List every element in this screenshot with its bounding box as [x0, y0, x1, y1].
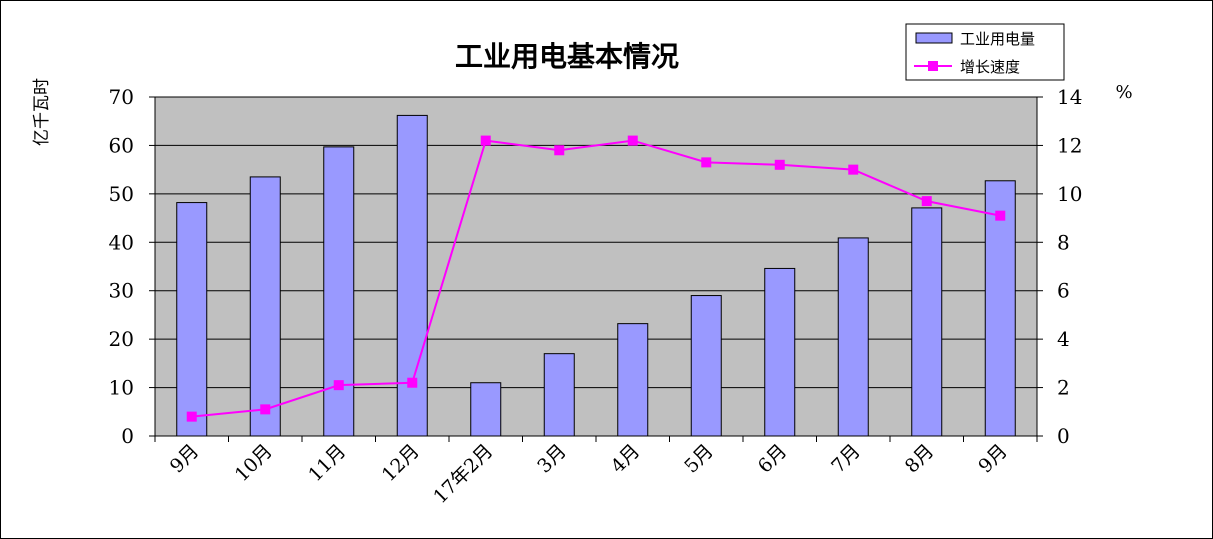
legend-bar-label: 工业用电量 [960, 31, 1035, 48]
x-tick-label: 6月 [754, 440, 792, 478]
x-tick-labels: 9月 10月 11月 12月 17年2月 3月 4月 5月 6月 7月 8月 9月 [166, 440, 1012, 508]
bar [764, 267, 796, 437]
line-point-marker [627, 135, 638, 146]
bar [323, 146, 355, 437]
legend-bar-swatch [915, 32, 953, 44]
x-tick-label: 17年2月 [429, 440, 497, 508]
y-tick-label: 0 [121, 424, 134, 448]
line-point-marker [921, 196, 932, 207]
x-tick-label: 12月 [378, 440, 424, 486]
x-tick-label: 5月 [680, 440, 718, 478]
line-point-marker [480, 135, 491, 146]
y-tick-label: 60 [109, 133, 134, 157]
bar [396, 114, 428, 437]
line-point-marker [701, 157, 712, 168]
plot-area [154, 96, 1038, 437]
y-tick-label: 40 [109, 230, 134, 254]
bar [470, 382, 502, 437]
bar [249, 176, 281, 437]
x-tick-label: 8月 [901, 440, 939, 478]
line-series [186, 135, 1006, 422]
line-point-marker [848, 164, 859, 175]
y-axis-label: 亿千瓦时 [32, 78, 52, 146]
bar [690, 295, 722, 437]
line-point-marker [554, 145, 565, 156]
axes [149, 96, 1043, 442]
line-point-marker [260, 404, 271, 415]
bar [543, 353, 575, 437]
y-tick-label: 10 [109, 376, 134, 400]
bar [911, 207, 943, 437]
x-tick-label: 7月 [827, 440, 865, 478]
bar [984, 180, 1016, 437]
y2-tick-label: 4 [1057, 327, 1070, 351]
y2-tick-labels: 0 2 4 6 8 10 12 14 [1057, 85, 1082, 448]
y2-tick-label: 8 [1057, 230, 1070, 254]
x-tick-label: 4月 [607, 440, 645, 478]
y2-axis-label: % [1115, 82, 1132, 103]
bar [617, 323, 649, 437]
x-tick-label: 10月 [231, 440, 277, 486]
y2-tick-label: 0 [1057, 424, 1070, 448]
bar [176, 202, 208, 437]
y-tick-label: 50 [109, 182, 134, 206]
growth-line [191, 139, 1001, 418]
line-point-marker [333, 380, 344, 391]
line-point-marker [186, 411, 197, 422]
y-tick-label: 20 [109, 327, 134, 351]
y2-tick-label: 6 [1057, 279, 1070, 303]
y-tick-labels: 0 10 20 30 40 50 60 70 [109, 85, 134, 448]
x-tick-label: 11月 [304, 440, 350, 486]
y2-tick-label: 10 [1057, 182, 1082, 206]
bar [837, 237, 869, 437]
legend-line-marker [928, 61, 938, 71]
chart-title: 工业用电基本情况 [455, 40, 679, 73]
x-tick-label: 9月 [974, 440, 1012, 478]
x-tick-label: 3月 [533, 440, 571, 478]
y-tick-label: 30 [109, 279, 134, 303]
bar-series [176, 114, 1016, 437]
y2-tick-label: 14 [1057, 85, 1082, 109]
y2-tick-label: 2 [1057, 376, 1070, 400]
line-point-marker [774, 159, 785, 170]
legend: 工业用电量 增长速度 [905, 23, 1065, 81]
legend-line-label: 增长速度 [960, 59, 1020, 76]
line-point-marker [407, 377, 418, 388]
y2-tick-label: 12 [1057, 133, 1082, 157]
y-tick-label: 70 [109, 85, 134, 109]
line-point-marker [995, 210, 1006, 221]
x-tick-label: 9月 [166, 440, 204, 478]
